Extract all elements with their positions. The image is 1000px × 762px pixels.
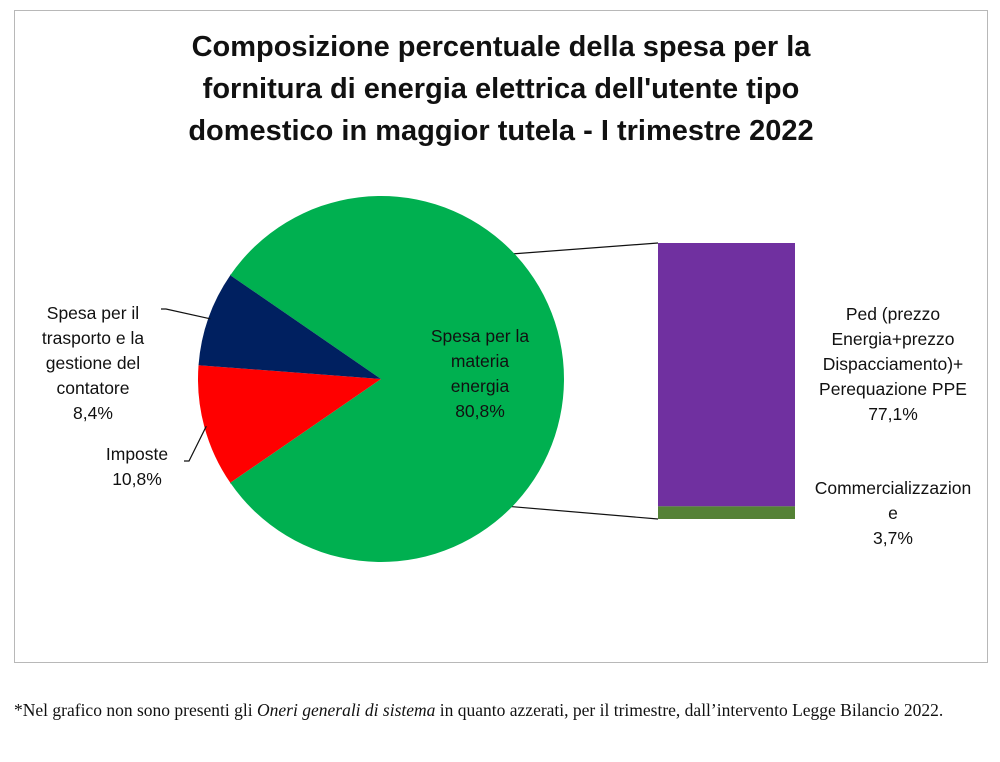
chart-frame: Composizione percentuale della spesa per… [14, 10, 988, 663]
bar-label-ped: Perequazione PPE [819, 379, 967, 399]
chart-title-line: Composizione percentuale della spesa per… [192, 31, 812, 63]
footnote-prefix: *Nel grafico non sono presenti gli [14, 700, 258, 720]
chart-title-line: domestico in maggior tutela - I trimestr… [188, 115, 813, 147]
bar-value-commercializzazione: 3,7% [873, 528, 913, 548]
pie-label-trasporto: Spesa per il [47, 303, 139, 323]
pie-value-materia-energia: 80,8% [455, 401, 505, 421]
bar-label-ped: Dispacciamento)+ [823, 354, 964, 374]
pie-label-materia-energia: materia [451, 351, 510, 371]
bar-label-commercializzazione: Commercializzazion [815, 478, 972, 498]
chart-title: Composizione percentuale della spesa per… [188, 31, 813, 147]
pie-label-trasporto: contatore [57, 378, 130, 398]
footnote: *Nel grafico non sono presenti gli Oneri… [14, 697, 984, 724]
bar-label-commercializzazione: e [888, 503, 898, 523]
pie-label-trasporto: trasporto e la [42, 328, 144, 348]
bar-segment-ped [658, 243, 795, 507]
pie [198, 195, 564, 562]
bar-value-ped: 77,1% [868, 404, 918, 424]
chart-title-line: fornitura di energia elettrica dell'uten… [203, 73, 800, 105]
pie-label-imposte: Imposte [106, 444, 168, 464]
data-labels: Spesa per la materia energia 80,8% Spesa per… [42, 303, 971, 548]
pie-label-trasporto: gestione del [46, 353, 140, 373]
pie-label-materia-energia: energia [451, 376, 510, 396]
leader-line-imposte [184, 425, 207, 462]
bar-label-ped: Ped (prezzo [846, 304, 940, 324]
pie-label-materia-energia: Spesa per la [431, 326, 530, 346]
leader-lines [161, 308, 211, 462]
pie-slice-materia-energia [230, 195, 564, 562]
pie-slice-imposte [198, 365, 381, 483]
bar-segment-commercializzazione [658, 506, 795, 519]
pie-value-imposte: 10,8% [112, 469, 162, 489]
leader-line-trasporto [161, 308, 211, 320]
footnote-emphasis: Oneri generali di sistema [257, 700, 436, 720]
bar-label-ped: Energia+prezzo [831, 329, 954, 349]
pie-of-bar-chart: Composizione percentuale della spesa per… [42, 31, 971, 562]
stacked-bar [658, 243, 795, 519]
pie-slice-trasporto [198, 275, 381, 379]
footnote-suffix: in quanto azzerati, per il trimestre, da… [435, 700, 944, 720]
pie-value-trasporto: 8,4% [73, 403, 113, 423]
